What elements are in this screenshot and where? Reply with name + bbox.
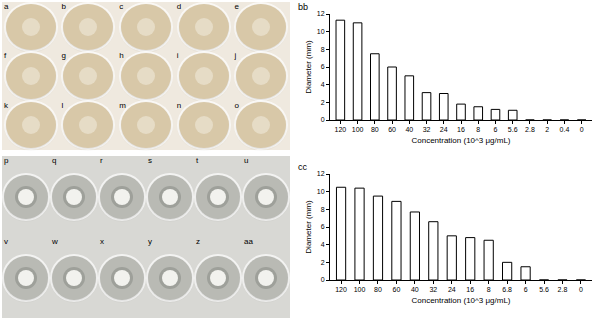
svg-text:120: 120 — [334, 126, 346, 133]
svg-text:24: 24 — [440, 126, 448, 133]
html-text:z: z — [196, 237, 200, 246]
html-text:j: j — [234, 51, 237, 61]
svg-text:0: 0 — [580, 126, 584, 133]
svg-text:0: 0 — [321, 276, 325, 283]
html-text:x: x — [100, 237, 104, 246]
html-text:m: m — [119, 100, 126, 110]
svg-text:Concentration (10^3 μg/mL): Concentration (10^3 μg/mL) — [411, 296, 510, 305]
svg-text:12: 12 — [317, 10, 325, 17]
svg-text:100: 100 — [354, 286, 366, 293]
svg-text:40: 40 — [405, 126, 413, 133]
svg-text:8: 8 — [476, 126, 480, 133]
svg-text:5.6: 5.6 — [539, 286, 549, 293]
html-text:t: t — [196, 156, 199, 165]
html-text:v: v — [4, 237, 8, 246]
html-text:k: k — [4, 100, 8, 110]
svg-text:2.8: 2.8 — [558, 286, 568, 293]
svg-text:6: 6 — [321, 63, 325, 70]
svg-text:2: 2 — [545, 126, 549, 133]
svg-text:12: 12 — [317, 170, 325, 177]
html-text:a: a — [4, 2, 9, 11]
svg-text:2: 2 — [321, 99, 325, 106]
svg-text:2: 2 — [321, 259, 325, 266]
svg-text:Diameter (mm): Diameter (mm) — [304, 200, 313, 254]
html-text:l: l — [61, 100, 64, 110]
svg-text:120: 120 — [335, 286, 347, 293]
svg-text:4: 4 — [321, 81, 325, 88]
svg-text:Concentration (10^3 μg/mL): Concentration (10^3 μg/mL) — [411, 136, 510, 145]
svg-text:16: 16 — [457, 126, 465, 133]
svg-text:cc: cc — [298, 162, 308, 172]
svg-text:6: 6 — [494, 126, 498, 133]
html-text:e: e — [234, 2, 239, 11]
html-text:i: i — [176, 51, 179, 61]
svg-text:60: 60 — [393, 286, 401, 293]
svg-text:2.8: 2.8 — [525, 126, 535, 133]
svg-text:5.6: 5.6 — [508, 126, 518, 133]
svg-text:6: 6 — [524, 286, 528, 293]
html-text:w: w — [52, 237, 58, 246]
html-text:p: p — [4, 156, 9, 165]
html-text:y: y — [148, 237, 152, 246]
svg-text:bb: bb — [298, 2, 308, 12]
html-text:g: g — [61, 51, 66, 61]
svg-text:10: 10 — [317, 28, 325, 35]
svg-text:0: 0 — [579, 286, 583, 293]
svg-text:6.8: 6.8 — [502, 286, 512, 293]
svg-text:8: 8 — [321, 206, 325, 213]
svg-text:0: 0 — [321, 116, 325, 123]
svg-text:8: 8 — [321, 46, 325, 53]
html-text:aa: aa — [244, 237, 253, 246]
svg-text:40: 40 — [411, 286, 419, 293]
html-text:u: u — [244, 156, 249, 165]
svg-text:32: 32 — [429, 286, 437, 293]
svg-text:6: 6 — [321, 223, 325, 230]
svg-text:60: 60 — [388, 126, 396, 133]
svg-text:Diameter (mm): Diameter (mm) — [304, 40, 313, 94]
svg-text:4: 4 — [321, 241, 325, 248]
html-text:q: q — [52, 156, 57, 165]
html-text:c: c — [119, 2, 124, 11]
html-text:h: h — [119, 51, 124, 61]
html-text:d: d — [176, 2, 182, 11]
svg-text:24: 24 — [448, 286, 456, 293]
svg-text:100: 100 — [352, 126, 364, 133]
html-text:r: r — [100, 156, 103, 165]
svg-text:80: 80 — [374, 286, 382, 293]
svg-text:16: 16 — [466, 286, 474, 293]
svg-text:0.4: 0.4 — [560, 126, 570, 133]
html-text:f: f — [4, 51, 7, 61]
html-text:b: b — [61, 2, 66, 11]
svg-text:80: 80 — [371, 126, 379, 133]
svg-text:10: 10 — [317, 188, 325, 195]
html-text:n: n — [176, 100, 182, 110]
html-text:s: s — [148, 156, 152, 165]
svg-text:32: 32 — [423, 126, 431, 133]
svg-text:8: 8 — [487, 286, 491, 293]
html-text:o: o — [234, 100, 239, 110]
